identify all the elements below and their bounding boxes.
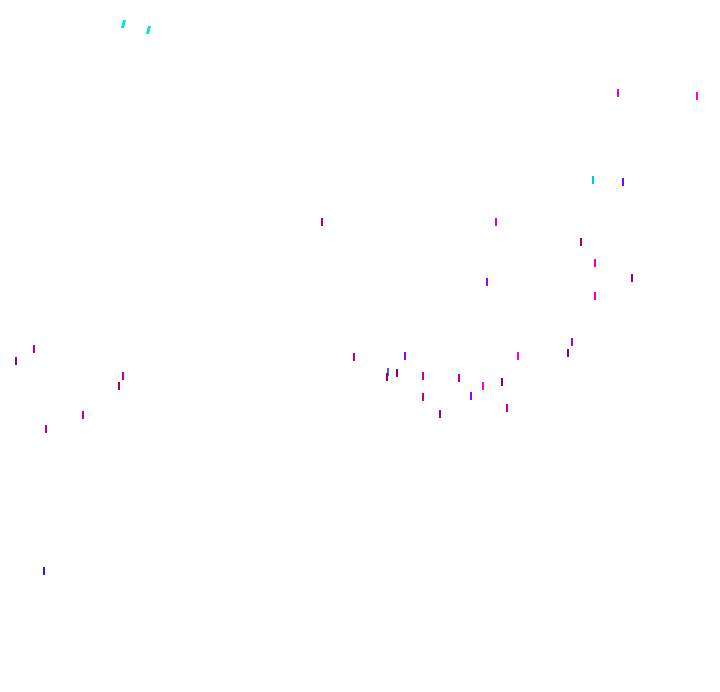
colored-mark	[571, 338, 573, 346]
colored-mark	[567, 349, 569, 357]
colored-mark	[594, 259, 596, 267]
colored-mark	[82, 411, 84, 419]
colored-mark	[580, 238, 582, 246]
colored-mark	[617, 89, 619, 97]
colored-mark	[439, 410, 441, 418]
colored-mark	[120, 20, 127, 28]
colored-mark	[458, 374, 460, 382]
colored-mark	[422, 393, 424, 401]
colored-mark	[622, 178, 624, 186]
colored-mark	[33, 345, 35, 353]
colored-mark	[594, 292, 596, 300]
colored-mark	[631, 274, 633, 282]
colored-mark	[501, 378, 503, 386]
colored-mark	[404, 352, 406, 360]
colored-mark	[387, 368, 389, 376]
colored-mark	[43, 567, 45, 575]
colored-mark	[15, 357, 17, 365]
colored-mark	[321, 218, 323, 226]
colored-mark	[145, 26, 152, 34]
colored-mark	[422, 372, 424, 380]
colored-mark	[495, 218, 497, 226]
colored-mark	[696, 92, 698, 100]
colored-mark	[122, 372, 124, 380]
colored-mark	[482, 382, 484, 390]
colored-mark	[506, 404, 508, 412]
colored-mark	[353, 353, 355, 361]
colored-mark	[386, 373, 388, 381]
colored-mark	[470, 392, 472, 400]
colored-mark	[396, 369, 398, 377]
colored-mark	[118, 382, 120, 390]
colored-mark	[517, 352, 519, 360]
colored-mark	[592, 176, 594, 184]
colored-mark	[486, 278, 488, 286]
colored-mark	[45, 425, 47, 433]
